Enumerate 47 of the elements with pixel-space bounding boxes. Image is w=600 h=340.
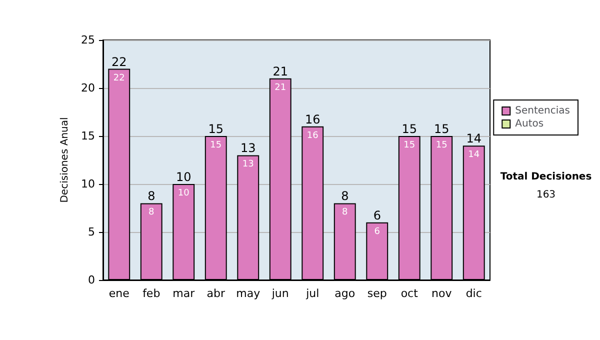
x-tick-label: ago (334, 287, 356, 300)
data-label: 10 (178, 188, 190, 198)
y-tick-label: 5 (88, 226, 95, 238)
y-tick-label: 20 (81, 82, 95, 94)
y-tick-label: 15 (81, 130, 95, 142)
data-label: 14 (468, 150, 480, 160)
text: 163 (536, 190, 556, 200)
total-label: 8 (341, 189, 349, 204)
legend-label: Sentencias (515, 106, 570, 116)
data-label: 8 (148, 208, 155, 218)
data-label: 15 (210, 140, 222, 150)
x-tick-label: ene (108, 287, 130, 300)
y-tick-label: 10 (81, 178, 95, 190)
x-tick-label: feb (142, 287, 160, 300)
total-label: 8 (148, 189, 156, 204)
data-label: 8 (342, 208, 348, 218)
x-tick-label: nov (432, 287, 452, 300)
y-axis-title: Decisiones Anual (60, 117, 71, 203)
total-label: 13 (240, 141, 256, 156)
data-label: 21 (274, 82, 286, 93)
total-label: 15 (208, 122, 224, 136)
total-label: 6 (373, 208, 381, 222)
total-label: 15 (434, 122, 450, 136)
x-tick-label: jun (270, 287, 289, 300)
data-label: 13 (242, 160, 254, 170)
text: Total Decisiones (500, 172, 592, 182)
data-label: 15 (436, 140, 448, 150)
data-label: 22 (113, 73, 125, 84)
total-label: 10 (176, 170, 192, 184)
x-tick-label: sep (367, 287, 387, 300)
x-tick-label: may (236, 287, 261, 300)
total-label: 16 (304, 112, 320, 126)
y-tick-label: 0 (88, 274, 95, 286)
total-label: 14 (466, 132, 482, 146)
x-tick-label: dic (466, 287, 482, 300)
data-label: 16 (306, 130, 319, 141)
total-label: 21 (272, 64, 288, 78)
x-tick-label: mar (172, 287, 196, 300)
total-label: 15 (402, 122, 418, 136)
total-label: 22 (111, 54, 127, 69)
data-label: 6 (374, 226, 380, 237)
y-tick-label: 25 (81, 34, 95, 46)
x-tick-label: jul (305, 287, 320, 300)
data-label: 15 (404, 140, 416, 150)
legend-label: Autos (515, 118, 544, 130)
x-tick-label: abr (206, 287, 226, 300)
x-tick-label: oct (400, 287, 419, 300)
